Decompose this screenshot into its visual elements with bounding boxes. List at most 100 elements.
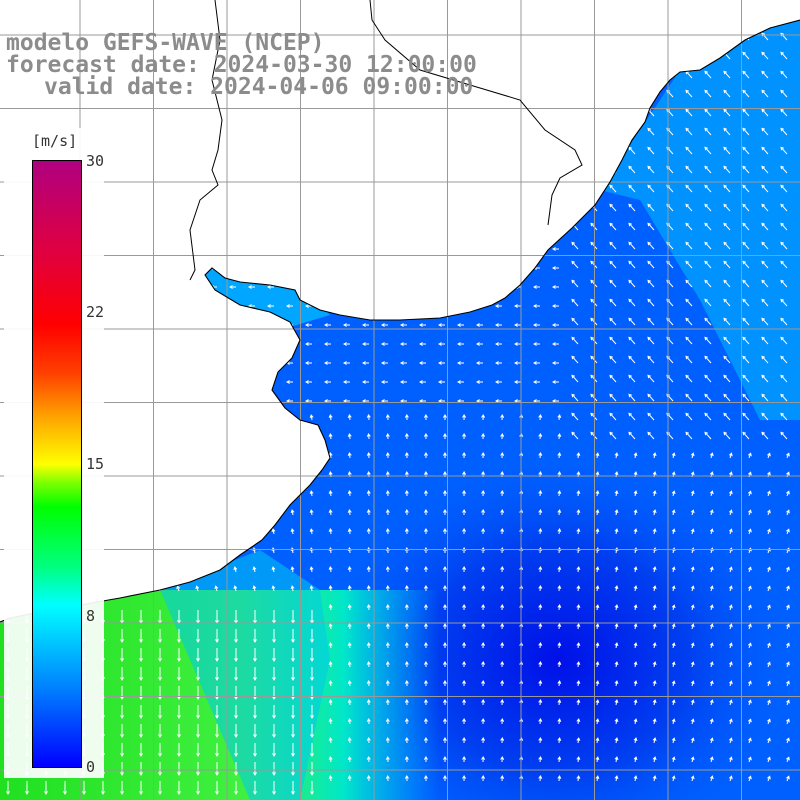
wind-arrow [513,361,521,365]
wind-arrow [366,433,371,440]
wind-arrow [538,414,543,421]
wind-arrow [685,165,693,174]
wind-arrow [742,317,750,326]
wind-arrow [557,623,562,630]
wind-arrow [290,528,295,535]
wind-arrow [404,585,409,592]
wind-arrow [652,566,657,573]
wind-arrow [158,743,162,758]
wind-arrow [728,718,733,725]
wind-arrow [633,775,638,782]
wind-arrow [538,509,543,516]
wind-arrow [500,642,505,649]
wind-arrow [328,756,333,763]
wind-arrow [742,165,750,174]
wind-arrow [633,756,638,763]
wind-arrow [272,648,276,663]
wind-arrow [628,374,636,383]
wind-arrow [328,566,333,573]
wind-arrow [385,452,390,459]
wind-arrow [652,623,657,630]
wind-arrow [690,775,695,782]
wind-arrow [742,355,750,364]
wind-arrow [361,342,369,346]
wind-arrow [437,361,445,365]
wind-arrow [215,667,219,682]
wind-arrow [747,528,752,535]
wind-arrow [761,203,769,212]
wind-arrow [347,433,352,440]
wind-arrow [328,699,333,706]
wind-arrow [709,699,714,706]
wind-arrow [780,298,788,307]
wind-arrow [728,566,733,573]
wind-arrow [291,667,295,682]
wind-arrow [786,775,790,782]
wind-arrow [291,629,295,644]
wind-arrow [347,509,352,516]
wind-arrow [780,374,788,383]
wind-arrow [399,342,407,346]
wind-arrow [347,642,352,649]
wind-arrow [723,241,731,250]
wind-arrow [709,680,714,687]
wind-arrow [685,298,693,307]
wind-arrow [366,604,371,611]
wind-arrow [685,89,693,98]
wind-arrow [742,146,750,155]
wind-arrow [442,490,447,496]
wind-arrow [576,737,581,744]
wind-arrow [328,775,333,782]
wind-arrow [532,342,540,346]
wind-arrow [652,528,657,535]
wind-arrow [761,146,769,155]
wind-arrow [671,661,676,668]
wind-arrow [709,775,714,782]
wind-arrow [704,374,712,383]
wind-arrow [323,361,331,365]
wind-arrow [253,743,257,758]
wind-arrow [342,361,350,365]
wind-arrow [767,642,771,649]
wind-arrow [101,781,105,796]
wind-arrow [196,629,200,644]
wind-arrow [609,374,617,383]
wind-arrow [576,585,581,592]
wind-arrow [234,705,238,720]
wind-arrow [595,528,600,535]
wind-arrow [158,762,162,777]
wind-arrow [780,336,788,345]
wind-arrow [423,642,428,649]
wind-arrow [500,452,505,459]
wind-arrow [215,705,219,720]
colorbar-unit: [m/s] [32,132,78,150]
wind-arrow [347,680,352,687]
wind-arrow [323,323,331,327]
wind-arrow [780,70,788,79]
wind-arrow [690,528,695,535]
wind-arrow [647,393,655,402]
wind-arrow [139,648,143,663]
wind-arrow [404,775,409,782]
wind-arrow [742,412,750,421]
wind-arrow [780,203,788,212]
wind-arrow [500,661,505,668]
wind-arrow [266,304,274,308]
wind-arrow [704,298,712,307]
wind-arrow [347,718,352,725]
wind-arrow [761,336,769,345]
wind-arrow [385,718,390,725]
wind-arrow [366,528,371,535]
wind-arrow [609,298,617,307]
wind-arrow [532,285,540,289]
wind-arrow [481,433,486,440]
wind-arrow [442,509,447,515]
colorbar-gradient [32,160,82,768]
wind-arrow [614,490,619,497]
colorbar-tick-8: 8 [86,607,96,625]
wind-arrow [462,661,467,668]
wind-arrow [652,775,657,782]
wind-arrow [709,642,714,649]
wind-arrow [628,241,636,250]
wind-arrow [177,743,181,758]
